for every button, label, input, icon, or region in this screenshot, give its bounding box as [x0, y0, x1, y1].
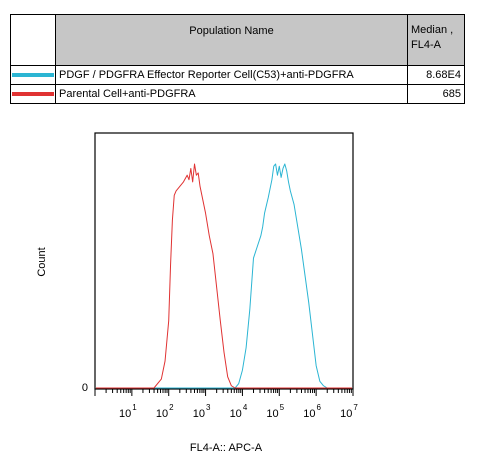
legend-header-name: Population Name — [55, 14, 408, 66]
series-line-red — [96, 163, 352, 389]
x-tick-exponent: 2 — [169, 403, 174, 412]
y-axis-label: Count — [36, 247, 48, 276]
legend-row: Parental Cell+anti-PDGFRA 685 — [10, 84, 465, 104]
legend-header-blank — [10, 14, 56, 66]
legend-row: PDGF / PDGFRA Effector Reporter Cell(C53… — [10, 65, 465, 85]
x-tick-label: 101 — [119, 403, 137, 420]
x-tick-base: 10 — [230, 408, 242, 420]
x-tick-exponent: 7 — [353, 403, 358, 412]
x-tick-exponent: 6 — [317, 403, 322, 412]
legend-row-name: Parental Cell+anti-PDGFRA — [55, 84, 408, 104]
legend-header-median-line2: FL4-A — [411, 39, 441, 51]
plot-frame — [94, 132, 354, 390]
x-tick-base: 10 — [156, 408, 168, 420]
x-tick-base: 10 — [266, 408, 278, 420]
x-tick-base: 10 — [193, 408, 205, 420]
x-tick-label: 107 — [340, 403, 358, 420]
x-tick-base: 10 — [119, 408, 131, 420]
x-tick-exponent: 1 — [132, 403, 137, 412]
legend-swatch-cell — [10, 84, 56, 104]
x-tick-label: 105 — [266, 403, 284, 420]
x-tick-exponent: 3 — [206, 403, 211, 412]
x-tick-label: 103 — [193, 403, 211, 420]
x-tick-base: 10 — [340, 408, 352, 420]
legend-header-median: Median , FL4-A — [407, 14, 465, 66]
legend-row-median: 685 — [407, 84, 465, 104]
series-line-cyan — [96, 163, 352, 389]
legend-swatch-red — [12, 92, 54, 96]
legend-header-median-line1: Median , — [411, 24, 454, 36]
series-layer — [96, 163, 352, 389]
legend-table: Population Name Median , FL4-A PDGF / PDG… — [10, 14, 465, 104]
x-tick-label: 104 — [230, 403, 248, 420]
x-tick-label: 102 — [156, 403, 174, 420]
x-axis-ticks — [94, 389, 354, 396]
x-tick-base: 10 — [303, 408, 315, 420]
x-tick-exponent: 5 — [280, 403, 285, 412]
x-tick-label: 106 — [303, 403, 321, 420]
legend-row-name: PDGF / PDGFRA Effector Reporter Cell(C53… — [55, 65, 408, 85]
y-tick-label-zero: 0 — [82, 382, 88, 394]
x-tick-exponent: 4 — [243, 403, 248, 412]
x-axis-label: FL4-A:: APC-A — [190, 442, 263, 454]
legend-swatch-cyan — [12, 73, 54, 77]
legend-header-row: Population Name Median , FL4-A — [10, 14, 465, 66]
